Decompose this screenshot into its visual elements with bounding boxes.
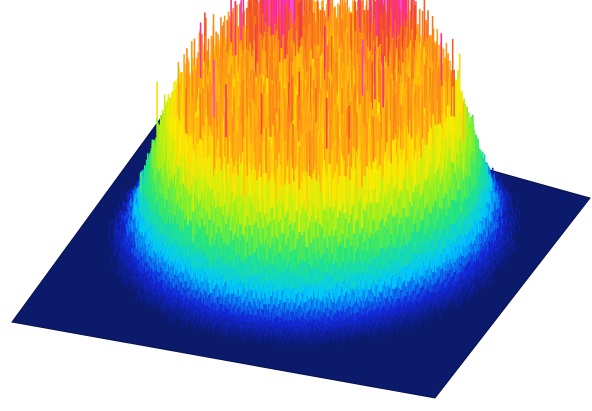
body: (() => { const data = JSON.parse(documen… — [0, 0, 592, 411]
surface-plot — [0, 0, 592, 411]
page: {} html, body { margin: 0; padding: 0; b… — [0, 0, 592, 411]
